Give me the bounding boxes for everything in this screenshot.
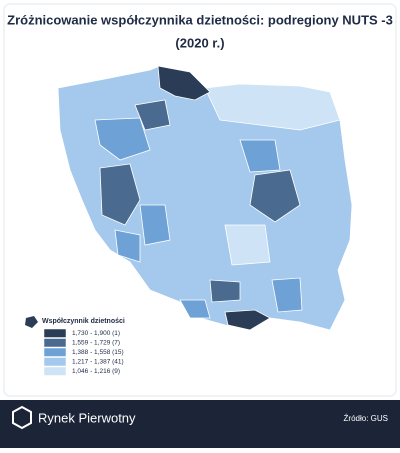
region xyxy=(114,229,141,263)
region xyxy=(99,163,141,226)
legend-title: Współczynnik dzietności xyxy=(42,318,125,325)
footer xyxy=(0,400,400,448)
source: Źródło: GUS xyxy=(344,414,388,423)
region xyxy=(139,204,171,246)
logo xyxy=(12,405,32,430)
legend-label: 1,388 - 1,558 (15) xyxy=(72,349,124,356)
region xyxy=(224,224,271,266)
region xyxy=(271,277,303,313)
logo-shape xyxy=(12,405,32,430)
legend-label: 1,217 - 1,387 (41) xyxy=(72,359,124,366)
region xyxy=(94,117,151,161)
region xyxy=(209,279,241,303)
legend: Współczynnik dzietności 1,730 - 1,900 (1… xyxy=(25,316,125,376)
legend-icon xyxy=(25,316,38,328)
title-line: (2020 r.) xyxy=(175,35,224,50)
region xyxy=(239,139,281,173)
legend-label: 1,559 - 1,729 (7) xyxy=(72,340,120,347)
title-line: Zróżnicowanie współczynnika dzietności: … xyxy=(7,12,393,27)
legend-swatch xyxy=(43,366,67,376)
legend-swatch xyxy=(43,328,67,338)
region xyxy=(224,309,271,331)
region xyxy=(204,83,341,131)
region xyxy=(157,65,211,101)
map xyxy=(57,65,353,331)
region xyxy=(179,299,211,319)
legend-swatch xyxy=(43,338,67,348)
brand: Rynek Pierwotny xyxy=(38,410,136,425)
legend-swatch xyxy=(43,347,67,357)
legend-swatch xyxy=(43,357,67,367)
region xyxy=(134,99,171,131)
legend-label: 1,730 - 1,900 (1) xyxy=(72,330,120,337)
region xyxy=(249,169,301,223)
legend-label: 1,046 - 1,216 (9) xyxy=(72,368,120,375)
